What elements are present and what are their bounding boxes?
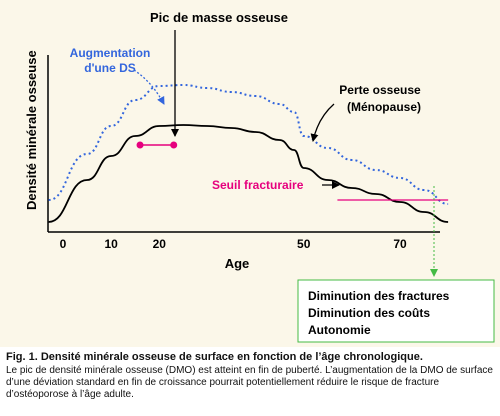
- x-tick-label: 70: [393, 237, 407, 251]
- x-tick-label: 0: [60, 237, 67, 251]
- bone-loss-annotation-line1: Perte osseuse: [339, 83, 421, 97]
- bone-loss-annotation-line2: (Ménopause): [347, 100, 421, 114]
- x-tick-labels: 0 10 20 50 70: [60, 237, 407, 251]
- ds-arrow: [133, 69, 165, 105]
- outcome-item-3: Autonomie: [308, 323, 371, 337]
- fracture-threshold-label: Seuil fracturaire: [212, 178, 304, 192]
- outcome-item-1: Diminution des fractures: [308, 289, 450, 303]
- bone-loss-arrow: [310, 103, 335, 142]
- x-tick-label: 20: [153, 237, 167, 251]
- figure-caption: Fig. 1. Densité minérale osseuse de surf…: [6, 351, 496, 401]
- ds-annotation-line2: d'une DS: [84, 61, 136, 75]
- caption-body: Le pic de densité minérale osseuse (DMO)…: [6, 365, 493, 400]
- peak-bracket-dot-right: [170, 141, 178, 149]
- bone-density-chart: Densité minérale osseuse Age 0 10 20 50 70 S…: [24, 10, 495, 343]
- peak-annotation: Pic de masse osseuse: [150, 10, 288, 25]
- outcome-box: [297, 279, 495, 343]
- x-tick-label: 10: [104, 237, 118, 251]
- series-line-dotted: [48, 83, 449, 205]
- caption-title: Fig. 1. Densité minérale osseuse de surf…: [6, 351, 423, 363]
- peak-bracket-dot-left: [136, 141, 144, 149]
- ds-annotation-line1: Augmentation: [70, 46, 151, 60]
- x-tick-label: 50: [297, 237, 311, 251]
- figure: Densité minérale osseuse Age 0 10 20 50 70 S…: [0, 0, 500, 347]
- outcome-item-2: Diminution des coûts: [308, 306, 430, 320]
- x-axis-label: Age: [225, 256, 250, 271]
- y-axis-label: Densité minérale osseuse: [24, 50, 39, 210]
- series-line-solid: [48, 124, 449, 223]
